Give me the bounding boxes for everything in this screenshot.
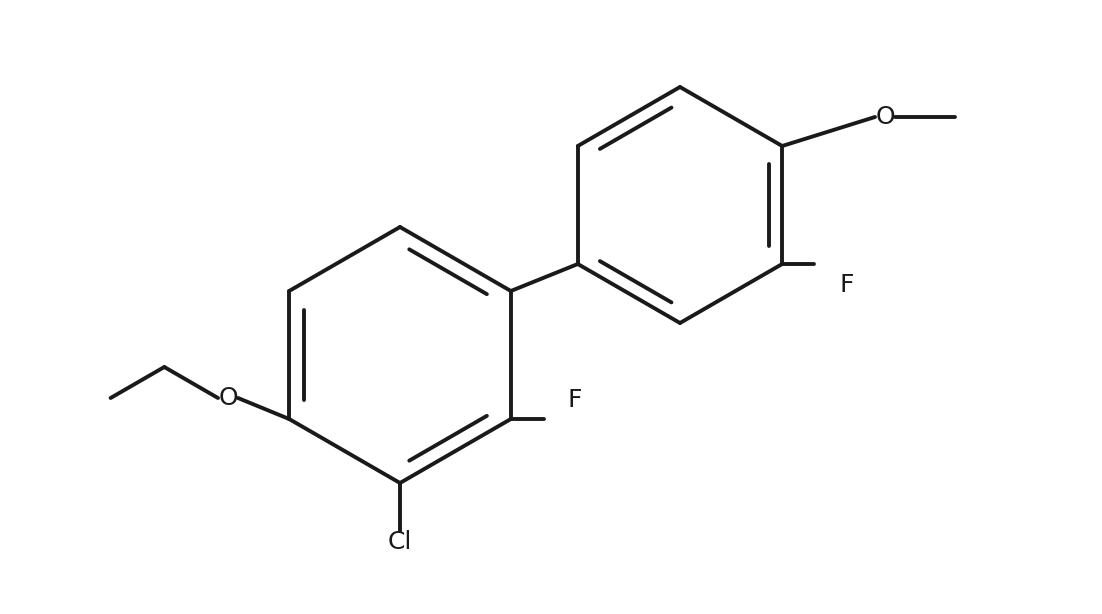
Text: F: F: [568, 388, 582, 412]
Text: Cl: Cl: [388, 530, 412, 554]
Text: O: O: [875, 105, 895, 129]
Text: O: O: [218, 386, 238, 410]
Text: F: F: [840, 273, 854, 297]
